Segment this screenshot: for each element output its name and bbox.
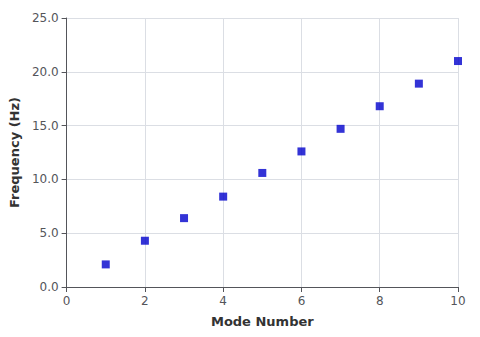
svg-text:Mode Number: Mode Number — [211, 314, 314, 329]
svg-text:0.0: 0.0 — [40, 280, 59, 294]
svg-text:10: 10 — [450, 294, 465, 308]
svg-text:6: 6 — [298, 294, 306, 308]
svg-text:10.0: 10.0 — [32, 172, 59, 186]
svg-text:4: 4 — [219, 294, 227, 308]
svg-text:5.0: 5.0 — [40, 226, 59, 240]
svg-text:Frequency (Hz): Frequency (Hz) — [7, 97, 22, 208]
svg-text:25.0: 25.0 — [32, 11, 59, 25]
svg-text:2: 2 — [141, 294, 149, 308]
svg-text:15.0: 15.0 — [32, 119, 59, 133]
svg-text:20.0: 20.0 — [32, 65, 59, 79]
svg-text:8: 8 — [376, 294, 384, 308]
svg-text:0: 0 — [63, 294, 71, 308]
